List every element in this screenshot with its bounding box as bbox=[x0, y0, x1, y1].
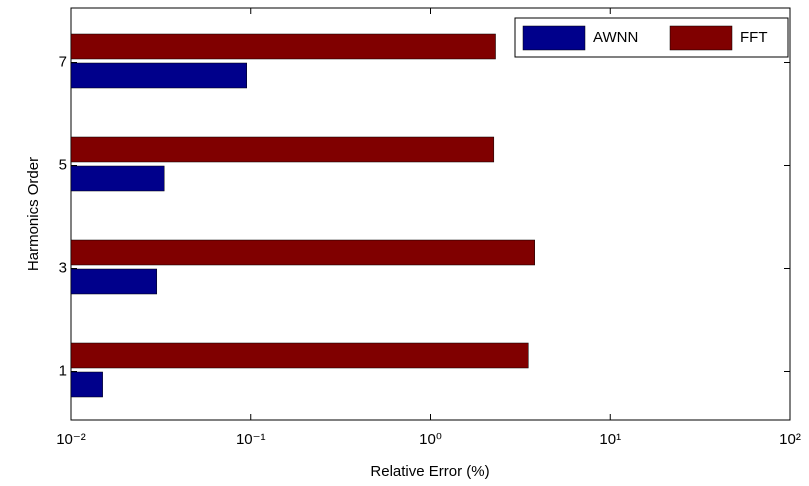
bar bbox=[71, 137, 494, 162]
bar bbox=[71, 63, 247, 88]
y-axis-label: Harmonics Order bbox=[25, 157, 42, 271]
bar bbox=[71, 372, 103, 397]
bar bbox=[71, 166, 164, 191]
x-tick-label: 10² bbox=[779, 431, 801, 448]
legend-swatch bbox=[670, 26, 732, 50]
bar bbox=[71, 343, 528, 368]
x-axis-label: Relative Error (%) bbox=[370, 463, 489, 480]
bar bbox=[71, 240, 535, 265]
legend-label: FFT bbox=[740, 29, 768, 46]
page: Relative Error (%) Harmonics Order 10⁻² 1… bbox=[0, 0, 809, 486]
chart: Relative Error (%) Harmonics Order 10⁻² 1… bbox=[0, 0, 809, 486]
legend: AWNN FFT bbox=[515, 18, 788, 57]
x-tick-label: 10¹ bbox=[599, 431, 621, 448]
y-tick-label: 3 bbox=[59, 259, 67, 276]
legend-swatch bbox=[523, 26, 585, 50]
y-tick-label: 7 bbox=[59, 53, 67, 70]
y-tick-label: 5 bbox=[59, 156, 67, 173]
y-tick-label: 1 bbox=[59, 362, 67, 379]
x-tick-label: 10⁻² bbox=[56, 431, 86, 448]
legend-label: AWNN bbox=[593, 29, 638, 46]
x-tick-label: 10⁰ bbox=[419, 431, 442, 448]
bar bbox=[71, 269, 157, 294]
bar bbox=[71, 34, 496, 59]
x-tick-label: 10⁻¹ bbox=[236, 431, 266, 448]
